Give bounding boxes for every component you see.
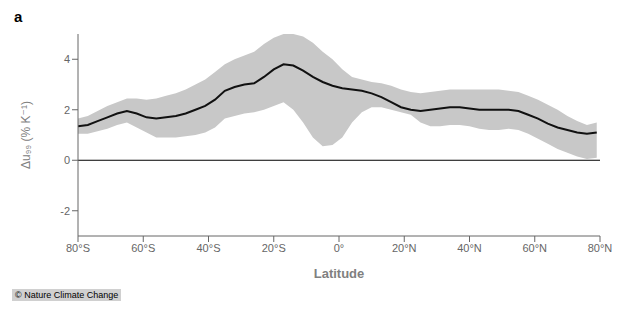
svg-text:40°N: 40°N <box>457 242 482 254</box>
svg-text:0: 0 <box>64 154 70 166</box>
svg-text:Δu₉₉ (% K⁻¹): Δu₉₉ (% K⁻¹) <box>19 101 33 169</box>
svg-text:-2: -2 <box>60 205 70 217</box>
svg-text:80°N: 80°N <box>588 242 613 254</box>
svg-text:4: 4 <box>64 53 70 65</box>
svg-text:2: 2 <box>64 104 70 116</box>
svg-text:0°: 0° <box>334 242 345 254</box>
svg-text:60°S: 60°S <box>131 242 155 254</box>
svg-text:80°S: 80°S <box>66 242 90 254</box>
svg-text:40°S: 40°S <box>197 242 221 254</box>
svg-text:Latitude: Latitude <box>314 266 365 281</box>
html-text:© Nature Climate Change: © Nature Climate Change <box>15 290 119 300</box>
svg-text:60°N: 60°N <box>522 242 547 254</box>
svg-text:20°S: 20°S <box>262 242 286 254</box>
html-text:a: a <box>14 8 23 25</box>
svg-text:20°N: 20°N <box>392 242 417 254</box>
